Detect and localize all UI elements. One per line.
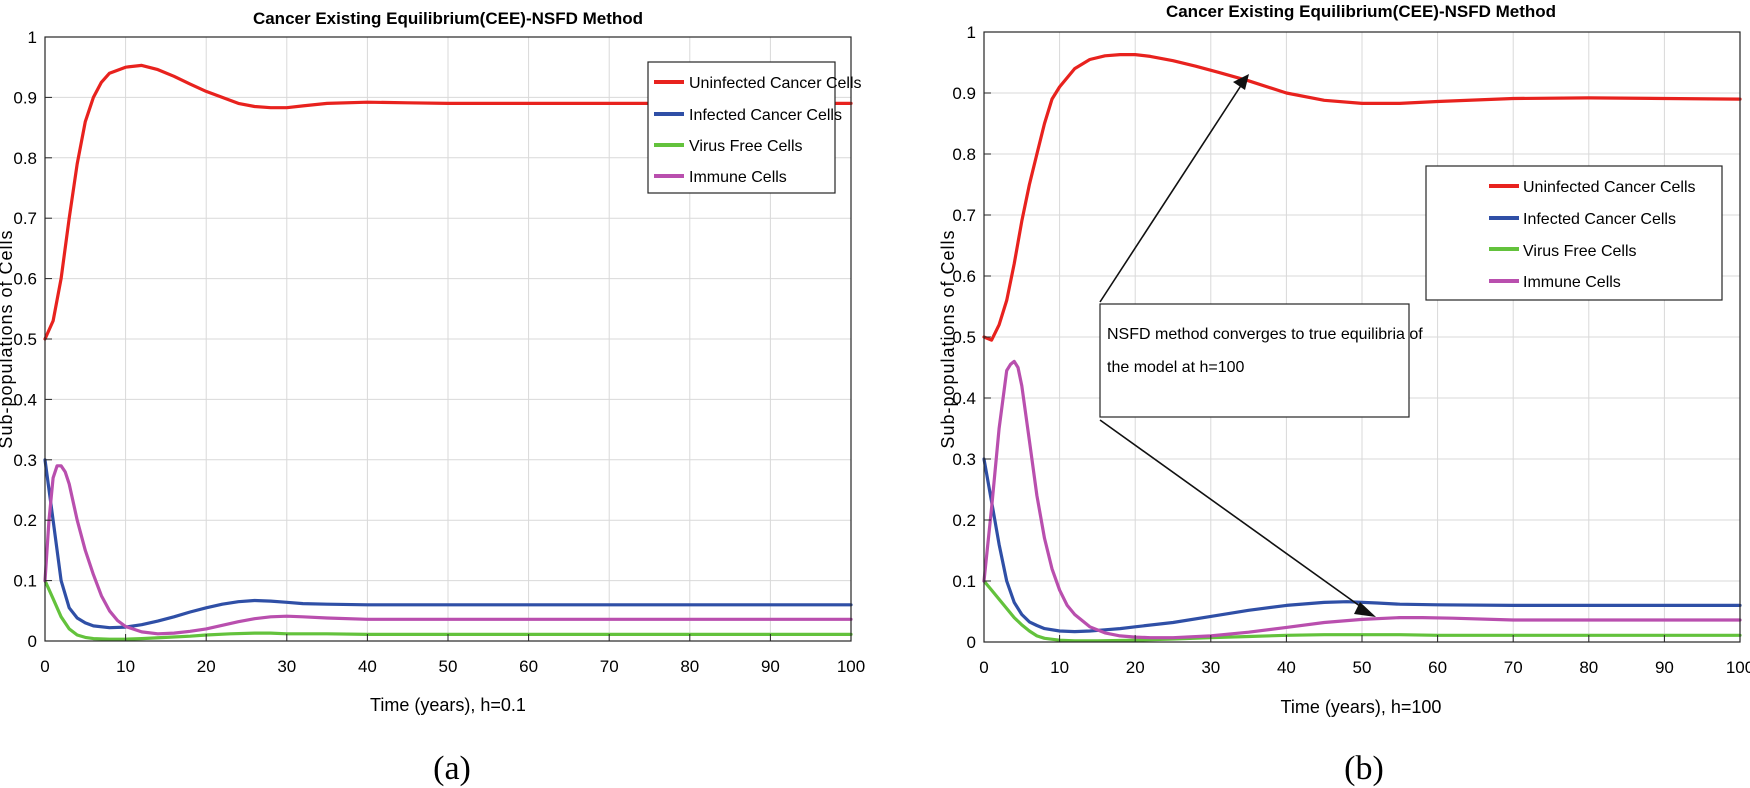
panel-b-ylabel: Sub-populations of Cells [938, 229, 958, 448]
panel-b-xtick-label: 70 [1504, 658, 1523, 677]
panel-a-xtick-label: 60 [519, 657, 538, 676]
panel-b-ytick-label: 0 [967, 633, 976, 652]
panel-b-xtick-label: 60 [1428, 658, 1447, 677]
panel-b-ytick-label: 0.6 [952, 267, 976, 286]
panel-a-ytick-label: 0.2 [13, 511, 37, 530]
panel-b-xtick-label: 20 [1126, 658, 1145, 677]
panel-b-xtick-label: 40 [1277, 658, 1296, 677]
panel-a-ytick-label: 0.8 [13, 149, 37, 168]
panel-b-series-uninfected [982, 52, 1742, 342]
panel-b-ytick-label: 0.2 [952, 511, 976, 530]
panel-a-series-immune [43, 464, 853, 636]
panel-b-series-infected [982, 457, 1742, 634]
panel-b-xtick-label: 30 [1201, 658, 1220, 677]
panel-b-chart: Cancer Existing Equilibrium(CEE)-NSFD Me… [938, 2, 1750, 787]
panel-a-legend: Uninfected Cancer Cells Infected Cancer … [647, 61, 862, 194]
panel-b-ticks: 0 10 20 30 40 50 60 70 80 90 100 0 0.1 0.2 0.3 0.4 0.5 0.… [952, 23, 1750, 677]
panel-a-ylabel: Sub-populations of Cells [0, 229, 16, 448]
panel-b-xlabel: Time (years), h=100 [1281, 697, 1442, 717]
panel-a-xtick-label: 10 [116, 657, 135, 676]
panel-a-ytick-label: 0.4 [13, 390, 37, 409]
panel-b-legend-label-infected: Infected Cancer Cells [1523, 211, 1676, 228]
panel-b-series-immune [982, 359, 1742, 640]
panel-b-ytick-label: 0.5 [952, 328, 976, 347]
panel-a-ticks: 0 10 20 30 40 50 60 70 80 90 100 0 0.1 0.2 0.3 0.4 0.5 0.… [13, 28, 865, 676]
panel-a-xtick-label: 40 [358, 657, 377, 676]
panel-b-legend-label-uninfected: Uninfected Cancer Cells [1523, 179, 1696, 196]
panel-a-legend-label-infected: Infected Cancer Cells [689, 107, 842, 124]
panel-a-xtick-label: 0 [40, 657, 49, 676]
panel-b-annotation: NSFD method converges to true equilibria… [1099, 74, 1423, 617]
panel-a-xtick-label: 100 [837, 657, 865, 676]
annotation-box [1099, 303, 1410, 418]
panel-b-ytick-label: 0.7 [952, 206, 976, 225]
panel-b-xtick-label: 80 [1579, 658, 1598, 677]
panel-b-legend: Uninfected Cancer Cells Infected Cancer … [1425, 165, 1723, 301]
panel-b-title: Cancer Existing Equilibrium(CEE)-NSFD Me… [1166, 2, 1556, 21]
panel-b-caption: (b) [1344, 750, 1384, 787]
panel-a-ytick-label: 0.7 [13, 209, 37, 228]
panel-b-xtick-label: 10 [1050, 658, 1069, 677]
panel-a-xtick-label: 20 [197, 657, 216, 676]
panel-b-ytick-label: 0.4 [952, 389, 976, 408]
panel-b-ytick-label: 0.3 [952, 450, 976, 469]
panel-a-ytick-label: 0 [28, 632, 37, 651]
panel-a-ytick-label: 0.1 [13, 572, 37, 591]
panel-a-series-uninfected [43, 63, 853, 341]
panel-a-xtick-label: 90 [761, 657, 780, 676]
annotation-arrowhead-upper [1233, 74, 1249, 90]
panel-b-ytick-label: 0.1 [952, 572, 976, 591]
panel-b-xtick-label: 90 [1655, 658, 1674, 677]
panel-a-legend-label-virus-free: Virus Free Cells [689, 138, 803, 155]
panel-a-ytick-label: 0.9 [13, 88, 37, 107]
panel-b-ytick-label: 1 [967, 23, 976, 42]
panel-b-xtick-label: 50 [1353, 658, 1372, 677]
panel-a-ytick-label: 0.5 [13, 330, 37, 349]
panel-b-legend-label-immune: Immune Cells [1523, 274, 1621, 291]
panel-b-legend-label-virus-free: Virus Free Cells [1523, 243, 1637, 260]
panel-a-ytick-label: 0.6 [13, 270, 37, 289]
panel-a-title: Cancer Existing Equilibrium(CEE)-NSFD Me… [253, 9, 643, 28]
annotation-text-line-2: the model at h=100 [1107, 359, 1245, 376]
panel-a-caption: (a) [433, 750, 471, 787]
panel-b-legend-box [1425, 165, 1723, 301]
annotation-text-line-1: NSFD method converges to true equilibria… [1107, 326, 1423, 343]
panel-b-xtick-label: 0 [979, 658, 988, 677]
panel-b-ytick-label: 0.8 [952, 145, 976, 164]
panel-a-chart: Cancer Existing Equilibrium(CEE)-NSFD Me… [0, 9, 865, 787]
annotation-arrowhead-lower [1354, 602, 1376, 617]
panel-a-xlabel: Time (years), h=0.1 [370, 695, 526, 715]
panel-a-xtick-label: 30 [277, 657, 296, 676]
panel-a-legend-label-uninfected: Uninfected Cancer Cells [689, 75, 862, 92]
panel-a-series-infected [43, 458, 853, 630]
panel-a-legend-label-immune: Immune Cells [689, 169, 787, 186]
panel-b-ytick-label: 0.9 [952, 84, 976, 103]
annotation-arrow-lower [1099, 419, 1365, 610]
panel-a-xtick-label: 70 [600, 657, 619, 676]
panel-a-xtick-label: 80 [680, 657, 699, 676]
panel-b-xtick-label: 100 [1726, 658, 1750, 677]
annotation-arrow-upper [1099, 83, 1243, 303]
panel-a-ytick-label: 0.3 [13, 451, 37, 470]
panel-a-ytick-label: 1 [28, 28, 37, 47]
panel-a-xtick-label: 50 [439, 657, 458, 676]
